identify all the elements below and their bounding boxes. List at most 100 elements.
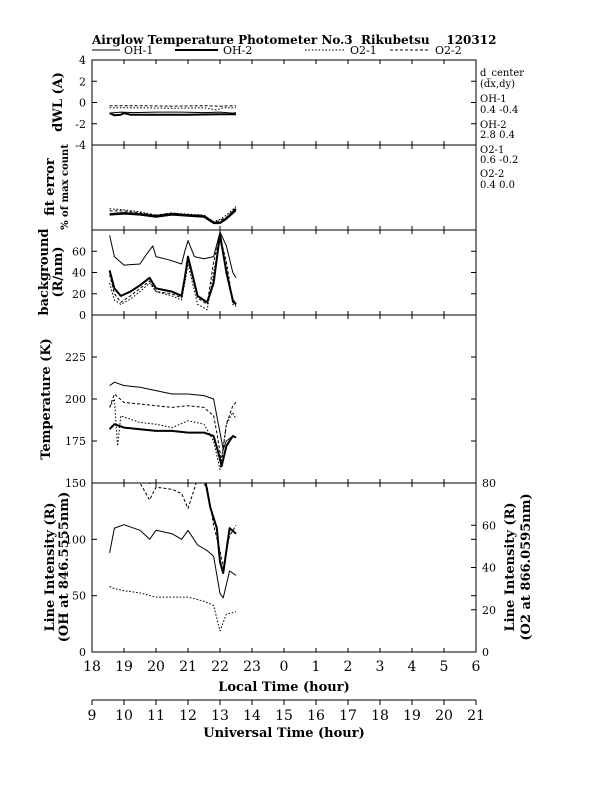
ut-tick-label: 14 (243, 708, 261, 724)
series-line-oh-2 (109, 208, 237, 224)
y2-tick-label: 40 (482, 562, 496, 575)
d-center-value-o2-2: 0.4 0.0 (480, 180, 515, 191)
local-time-tick-label: 6 (472, 659, 481, 675)
ut-tick-label: 9 (88, 708, 97, 724)
series-line-oh-2 (109, 112, 236, 117)
ut-tick-label: 19 (403, 708, 421, 724)
ut-tick-label: 12 (179, 708, 197, 724)
ut-tick-label: 13 (211, 708, 229, 724)
series-line-oh-1 (109, 381, 237, 450)
y-axis-label: background(R/nm) (37, 228, 66, 315)
panel-frame (91, 482, 477, 653)
d-center-subheading: (dx,dy) (480, 79, 515, 90)
series-line-o2-1 (109, 586, 237, 632)
y-tick-label: 100 (65, 533, 86, 546)
series-line-o2-2 (109, 483, 237, 568)
y-tick-label: 4 (79, 54, 86, 67)
ut-tick-label: 11 (147, 708, 165, 724)
y2-axis-label: Line Intensity (R)(O2 at 866.0595nm) (503, 493, 534, 640)
d-center-heading: d_center (480, 68, 524, 79)
local-time-tick-label: 0 (280, 659, 289, 675)
series-line-o2-1 (109, 206, 237, 222)
legend: OH-1 OH-2 O2-1 O2-2 (92, 44, 462, 57)
y-axis-label: dWL (A) (51, 72, 66, 132)
local-time-tick-label: 5 (440, 659, 449, 675)
series-line-oh-1 (109, 524, 237, 599)
d-center-value-oh-1: 0.4 -0.4 (480, 105, 518, 116)
ut-tick-label: 17 (339, 708, 357, 724)
d-center-value-o2-1: 0.6 -0.2 (480, 155, 518, 166)
series-group (108, 381, 237, 471)
series-line-o2-2 (109, 235, 237, 306)
y-tick-label: -2 (75, 118, 86, 131)
panel-4: 225 200 175 Temperature (K) (39, 314, 477, 484)
y-tick-label: 50 (72, 590, 86, 603)
y-axis-label: Temperature (K) (39, 338, 54, 460)
y-tick-label: 20 (72, 288, 86, 301)
y-tick-label: 60 (72, 245, 86, 258)
local-time-tick-label: 23 (243, 659, 261, 675)
local-time-axis-label: Local Time (hour) (218, 680, 350, 695)
y2-tick-label: 20 (482, 604, 496, 617)
panel-5: 150 100 50 0 80 60 40 20 0 Line Intensity (R)(OH … (43, 477, 534, 659)
series-line-o2-1 (109, 398, 237, 471)
y-axis-label: fit error% of max count (43, 144, 71, 230)
y-tick-label: -4 (75, 139, 86, 152)
local-time-tick-label: 18 (83, 659, 101, 675)
local-time-tick-label: 21 (179, 659, 197, 675)
y-tick-label: 200 (65, 393, 86, 406)
y-tick-label: 40 (72, 267, 86, 280)
ut-tick-label: 20 (435, 708, 453, 724)
y-axis-label: Line Intensity (R)(OH at 846.5555nm) (43, 492, 72, 642)
legend-label-o2-1: O2-1 (350, 44, 377, 57)
y2-tick-label: 60 (482, 519, 496, 532)
series-line-oh-2 (148, 483, 237, 575)
series-line-oh-1 (109, 111, 237, 114)
ut-tick-label: 18 (371, 708, 389, 724)
series-line-o2-2 (109, 393, 237, 462)
series-line-o2-2 (109, 105, 237, 107)
series-group (109, 105, 237, 117)
figure-title: Airglow Temperature Photometer No.3 Riku… (91, 33, 496, 47)
ut-tick-label: 16 (307, 708, 325, 724)
ut-tick-label: 21 (467, 708, 485, 724)
series-line-oh-1 (109, 231, 237, 279)
ut-axis-label: Universal Time (hour) (203, 726, 365, 741)
series-group (108, 231, 237, 311)
y-tick-label: 225 (65, 351, 86, 364)
d-center-name-o2-2: O2-2 (480, 169, 504, 180)
legend-label-o2-2: O2-2 (435, 44, 462, 57)
local-time-tick-label: 2 (344, 659, 353, 675)
y-tick-label: 150 (65, 477, 86, 490)
y-tick-label: 2 (79, 75, 86, 88)
series-line-o2-2 (109, 207, 237, 224)
local-time-tick-label: 19 (115, 659, 133, 675)
ut-tick-label: 15 (275, 708, 293, 724)
series-line-oh-2 (108, 423, 237, 468)
y-tick-label: 0 (79, 309, 86, 322)
panel-frame (91, 144, 477, 231)
y2-tick-label: 0 (482, 646, 489, 659)
panel-frame (91, 314, 477, 484)
local-time-tick-label: 1 (312, 659, 321, 675)
d-center-name-oh-1: OH-1 (480, 94, 507, 105)
panel-1: 4 2 0 -2 -4 dWL (A) (51, 54, 477, 152)
d-center-value-oh-2: 2.8 0.4 (480, 130, 515, 141)
panel-frame (91, 59, 477, 146)
d-center-name-oh-2: OH-2 (480, 120, 507, 131)
legend-label-oh-2: OH-2 (223, 44, 252, 57)
panel-3: 60 40 20 0 background(R/nm) (37, 228, 477, 322)
local-time-tick-label: 3 (376, 659, 385, 675)
y-tick-label: 175 (65, 435, 86, 448)
y-tick-label: 0 (79, 97, 86, 110)
panel-frame (91, 229, 477, 316)
ut-tick-label: 10 (115, 708, 133, 724)
panel-2: fit error% of max count (43, 144, 477, 231)
series-group (109, 206, 237, 225)
series-group (109, 483, 237, 632)
y-tick-label: 0 (79, 646, 86, 659)
local-time-tick-label: 22 (211, 659, 229, 675)
